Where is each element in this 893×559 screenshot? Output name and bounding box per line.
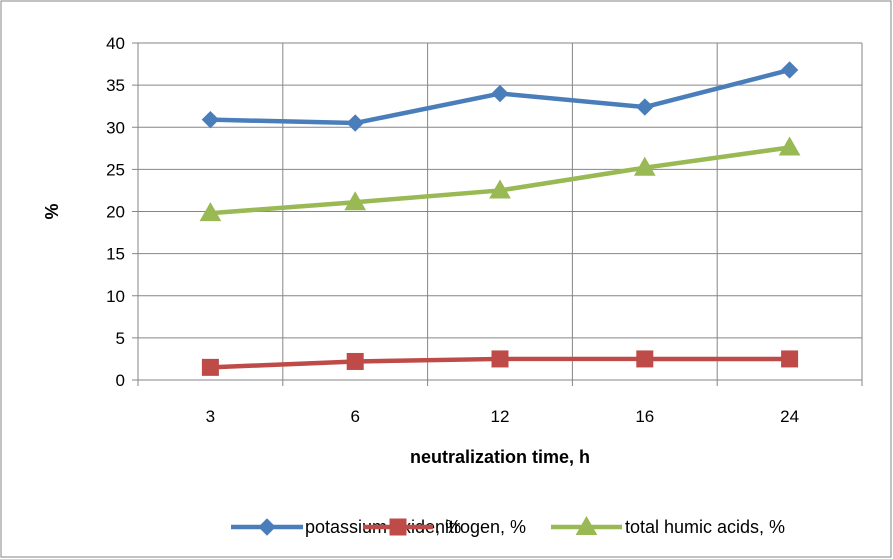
series-2 xyxy=(199,136,801,222)
data-point-0-3 xyxy=(636,98,654,116)
y-tick-label-5: 25 xyxy=(106,160,125,179)
y-tick-label-1: 5 xyxy=(116,329,125,348)
data-point-1-1 xyxy=(346,352,364,370)
x-axis-title: neutralization time, h xyxy=(410,447,590,467)
x-tick-label-3: 16 xyxy=(635,407,654,426)
data-point-2-3 xyxy=(633,156,656,176)
legend-item-2: total humic acids, % xyxy=(551,515,785,537)
y-tick-label-8: 40 xyxy=(106,34,125,53)
legend-marker-2 xyxy=(575,515,598,535)
y-tick-label-6: 30 xyxy=(106,118,125,137)
data-point-2-4 xyxy=(778,136,801,156)
series-0 xyxy=(201,61,799,132)
grid-lines xyxy=(137,42,863,381)
y-axis-title: % xyxy=(42,203,62,219)
legend-item-1: nitrogen, % xyxy=(363,517,526,537)
data-point-0-4 xyxy=(780,61,799,79)
x-tick-label-0: 3 xyxy=(206,407,215,426)
data-point-2-1 xyxy=(344,191,367,211)
data-point-1-3 xyxy=(636,350,654,368)
y-tick-label-0: 0 xyxy=(116,371,125,390)
series-1 xyxy=(201,350,799,376)
data-point-1-4 xyxy=(781,350,799,368)
data-series xyxy=(199,61,801,376)
data-point-2-0 xyxy=(199,202,222,222)
y-tick-label-2: 10 xyxy=(106,287,125,306)
legend-label-1: nitrogen, % xyxy=(435,517,526,537)
x-tick-label-4: 24 xyxy=(780,407,799,426)
x-tick-label-1: 6 xyxy=(350,407,359,426)
legend-marker-0 xyxy=(258,518,276,536)
legend: potassium oxide, %nitrogen, % total humic… xyxy=(231,515,785,537)
legend-label-2: total humic acids, % xyxy=(625,517,785,537)
axes xyxy=(132,42,863,386)
data-point-1-2 xyxy=(491,350,509,368)
data-point-0-1 xyxy=(346,114,364,132)
x-tick-labels: 3 6 12 16 24 xyxy=(206,407,799,426)
data-point-0-0 xyxy=(201,110,220,129)
data-point-2-2 xyxy=(489,179,511,199)
y-tick-labels: 0 5 10 15 20 25 30 35 40 xyxy=(106,34,125,390)
legend-marker-1 xyxy=(389,518,407,536)
data-point-1-0 xyxy=(201,358,219,376)
x-tick-label-2: 12 xyxy=(491,407,510,426)
y-tick-label-7: 35 xyxy=(106,76,125,95)
y-tick-label-4: 20 xyxy=(106,203,125,222)
data-point-0-2 xyxy=(491,84,509,103)
y-tick-label-3: 15 xyxy=(106,245,125,264)
